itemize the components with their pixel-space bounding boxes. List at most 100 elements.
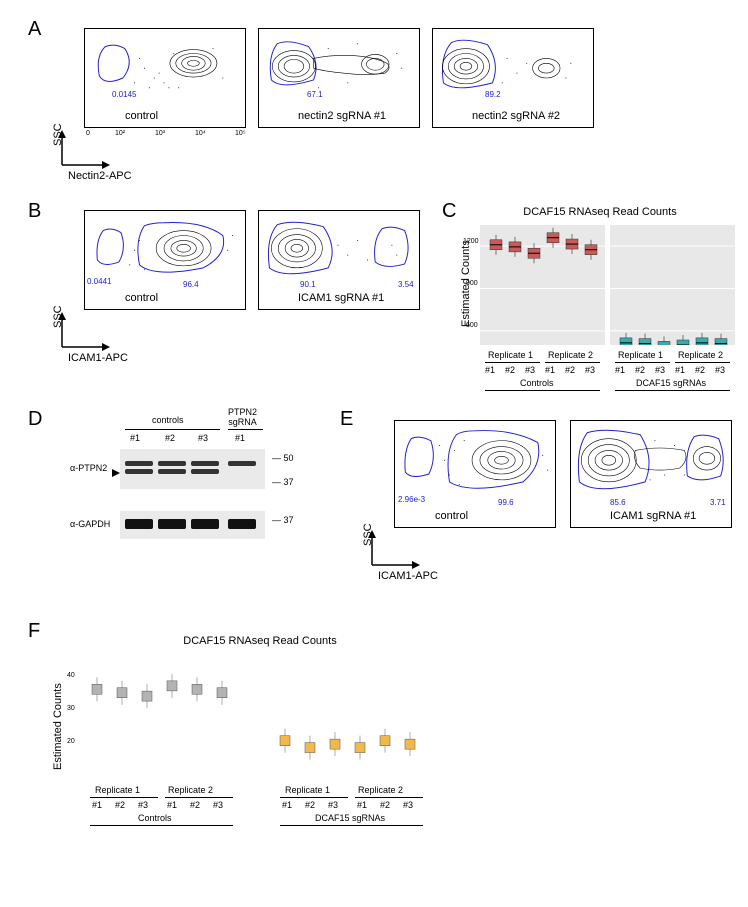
wb-band bbox=[158, 469, 186, 474]
gate-value-e1-left: 2.96e-3 bbox=[398, 495, 425, 504]
gate-value-a3: 89.2 bbox=[485, 90, 501, 99]
wb-ab: α-GAPDH bbox=[70, 519, 110, 529]
condition-a2: nectin2 sgRNA #1 bbox=[298, 110, 386, 122]
underline bbox=[675, 362, 730, 363]
tick: 10⁴ bbox=[195, 130, 206, 137]
wb-band bbox=[191, 469, 219, 474]
c-s: #1 bbox=[675, 365, 685, 375]
panel-b-xaxis: ICAM1-APC bbox=[68, 352, 128, 364]
c-s: #1 bbox=[615, 365, 625, 375]
wb-lane: #1 bbox=[235, 433, 245, 443]
tick: 10⁵ bbox=[235, 130, 246, 137]
f-s: #2 bbox=[380, 800, 390, 810]
f-s: #3 bbox=[328, 800, 338, 810]
gate-value-e1-right: 99.6 bbox=[498, 498, 514, 507]
panel-c-title: DCAF15 RNAseq Read Counts bbox=[510, 206, 690, 218]
gate-value-e2-right: 3.71 bbox=[710, 498, 726, 507]
c-s: #3 bbox=[585, 365, 595, 375]
panel-b-label: B bbox=[28, 200, 41, 223]
wb-controls: controls bbox=[152, 415, 184, 425]
c-ytick: 600 bbox=[466, 322, 478, 329]
gate-value-b2-left: 90.1 bbox=[300, 280, 316, 289]
f-s: #3 bbox=[403, 800, 413, 810]
panel-c-chart-right bbox=[610, 225, 735, 345]
condition-e2: ICAM1 sgRNA #1 bbox=[610, 510, 696, 522]
wb-band bbox=[228, 461, 256, 466]
wb-ab: α-PTPN2 bbox=[70, 463, 107, 473]
panel-d-label: D bbox=[28, 408, 42, 431]
panel-e-xaxis: ICAM1-APC bbox=[378, 570, 438, 582]
f-s: #1 bbox=[282, 800, 292, 810]
arrow-icon bbox=[108, 465, 120, 483]
western-blot: controls PTPN2 sgRNA #1 #2 #3 #1 α-PTPN2… bbox=[70, 415, 310, 565]
condition-b1: control bbox=[125, 292, 158, 304]
underline bbox=[485, 390, 600, 391]
c-group: DCAF15 sgRNAs bbox=[636, 378, 706, 388]
f-rep: Replicate 2 bbox=[168, 785, 213, 795]
f-rep: Replicate 2 bbox=[358, 785, 403, 795]
wb-band bbox=[125, 469, 153, 474]
wb-band bbox=[158, 519, 186, 529]
condition-a3: nectin2 sgRNA #2 bbox=[472, 110, 560, 122]
wb-band bbox=[125, 519, 153, 529]
wb-marker: — 37 bbox=[272, 515, 294, 525]
f-s: #2 bbox=[115, 800, 125, 810]
underline bbox=[355, 797, 423, 798]
c-s: #1 bbox=[545, 365, 555, 375]
tick: 10² bbox=[115, 130, 125, 137]
c-group: Controls bbox=[520, 378, 554, 388]
c-rep: Replicate 1 bbox=[618, 350, 663, 360]
wb-lane: #3 bbox=[198, 433, 208, 443]
wb-band bbox=[158, 461, 186, 466]
gate-value-a2: 67.1 bbox=[307, 90, 323, 99]
wb-marker: — 37 bbox=[272, 477, 294, 487]
flow-plot-e1 bbox=[394, 420, 556, 528]
underline bbox=[90, 797, 158, 798]
panel-f-title: DCAF15 RNAseq Read Counts bbox=[160, 635, 360, 647]
f-rep: Replicate 1 bbox=[95, 785, 140, 795]
underline bbox=[615, 362, 670, 363]
underline bbox=[615, 390, 730, 391]
gate-value-b1-left: 0.0441 bbox=[87, 277, 111, 286]
c-s: #2 bbox=[565, 365, 575, 375]
gate-value-e2-left: 85.6 bbox=[610, 498, 626, 507]
c-s: #3 bbox=[655, 365, 665, 375]
wb-marker: — 50 bbox=[272, 453, 294, 463]
f-s: #3 bbox=[138, 800, 148, 810]
panel-e-label: E bbox=[340, 408, 353, 431]
underline bbox=[90, 825, 233, 826]
f-group: Controls bbox=[138, 813, 172, 823]
c-s: #2 bbox=[505, 365, 515, 375]
flow-plot-b1 bbox=[84, 210, 246, 310]
tick: 10³ bbox=[155, 130, 165, 137]
gate-value-b1-right: 96.4 bbox=[183, 280, 199, 289]
f-ytick: 20 bbox=[67, 738, 75, 745]
panel-f-label: F bbox=[28, 620, 40, 643]
c-s: #2 bbox=[695, 365, 705, 375]
wb-lane: #2 bbox=[165, 433, 175, 443]
gate-value-b2-right: 3.54 bbox=[398, 280, 414, 289]
panel-c-chart-left bbox=[480, 225, 605, 345]
panel-f-ylabel: Estimated Counts bbox=[52, 683, 64, 770]
wb-band bbox=[228, 519, 256, 529]
panel-f-chart bbox=[80, 655, 440, 775]
underline bbox=[280, 825, 423, 826]
c-s: #3 bbox=[715, 365, 725, 375]
f-s: #3 bbox=[213, 800, 223, 810]
wb-band bbox=[191, 519, 219, 529]
wb-lane: #1 bbox=[130, 433, 140, 443]
wb-sgRNA: PTPN2 sgRNA bbox=[228, 407, 257, 427]
panel-b-yaxis: SSC bbox=[52, 305, 64, 328]
condition-a1: control bbox=[125, 110, 158, 122]
underline bbox=[280, 797, 348, 798]
c-ytick: 900 bbox=[466, 280, 478, 287]
gate-value-a1: 0.0145 bbox=[112, 90, 136, 99]
panel-a-label: A bbox=[28, 18, 41, 41]
wb-band bbox=[191, 461, 219, 466]
condition-b2: ICAM1 sgRNA #1 bbox=[298, 292, 384, 304]
c-rep: Replicate 2 bbox=[678, 350, 723, 360]
f-s: #2 bbox=[190, 800, 200, 810]
c-s: #2 bbox=[635, 365, 645, 375]
underline bbox=[125, 429, 220, 430]
f-s: #2 bbox=[305, 800, 315, 810]
